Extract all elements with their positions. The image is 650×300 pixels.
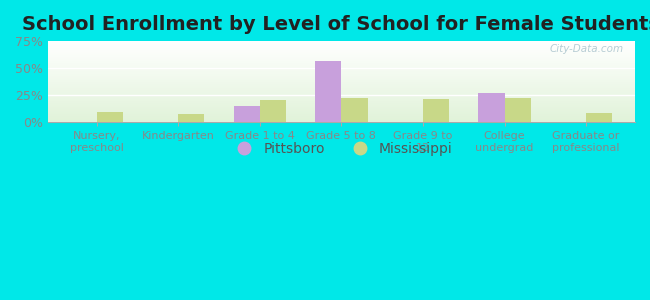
Bar — [48, 46, 635, 47]
Bar — [178, 114, 205, 122]
Bar — [48, 99, 635, 100]
Bar — [504, 98, 530, 122]
Bar — [48, 100, 635, 101]
Bar — [48, 113, 635, 114]
Bar — [48, 107, 635, 108]
Bar — [48, 105, 635, 106]
Bar — [48, 112, 635, 113]
Bar — [48, 78, 635, 79]
Title: School Enrollment by Level of School for Female Students: School Enrollment by Level of School for… — [23, 15, 650, 34]
Bar — [48, 97, 635, 98]
Bar — [48, 65, 635, 66]
Bar — [48, 68, 635, 69]
Bar — [315, 61, 341, 122]
Bar — [48, 108, 635, 109]
Bar — [48, 79, 635, 80]
Bar — [48, 89, 635, 90]
Bar — [48, 117, 635, 118]
Bar — [48, 55, 635, 56]
Bar — [48, 50, 635, 51]
Bar — [48, 76, 635, 77]
Bar — [48, 52, 635, 53]
Bar — [48, 84, 635, 85]
Bar — [48, 81, 635, 82]
Bar — [48, 42, 635, 43]
Bar — [48, 103, 635, 104]
Legend: Pittsboro, Mississippi: Pittsboro, Mississippi — [224, 137, 458, 162]
Bar — [48, 67, 635, 68]
Bar — [48, 64, 635, 65]
Bar — [48, 61, 635, 62]
Bar — [586, 113, 612, 122]
Bar — [48, 58, 635, 59]
Bar — [48, 56, 635, 57]
Bar — [48, 62, 635, 63]
Bar — [48, 82, 635, 83]
Bar — [48, 48, 635, 49]
Bar — [48, 77, 635, 78]
Bar — [48, 90, 635, 91]
Bar — [48, 92, 635, 93]
Bar — [478, 93, 504, 122]
Bar — [48, 104, 635, 105]
Text: City-Data.com: City-Data.com — [549, 44, 623, 54]
Bar — [48, 85, 635, 86]
Bar — [48, 114, 635, 115]
Bar — [48, 66, 635, 67]
Bar — [48, 60, 635, 61]
Bar — [48, 74, 635, 75]
Bar — [341, 98, 367, 122]
Bar — [48, 59, 635, 60]
Bar — [48, 91, 635, 92]
Bar — [48, 110, 635, 111]
Bar — [234, 106, 260, 122]
Bar — [48, 80, 635, 81]
Bar — [48, 95, 635, 96]
Bar — [48, 53, 635, 54]
Bar — [48, 116, 635, 117]
Bar — [48, 102, 635, 103]
Bar — [48, 54, 635, 55]
Bar — [97, 112, 123, 122]
Bar — [48, 47, 635, 48]
Bar — [48, 41, 635, 42]
Bar — [48, 51, 635, 52]
Bar — [48, 86, 635, 87]
Bar — [48, 94, 635, 95]
Bar — [260, 100, 286, 122]
Bar — [48, 111, 635, 112]
Bar — [48, 96, 635, 97]
Bar — [48, 88, 635, 89]
Bar — [48, 71, 635, 72]
Bar — [48, 106, 635, 107]
Bar — [48, 120, 635, 121]
Bar — [48, 44, 635, 45]
Bar — [423, 99, 449, 122]
Bar — [48, 69, 635, 70]
Bar — [48, 75, 635, 76]
Bar — [48, 118, 635, 119]
Bar — [48, 45, 635, 46]
Bar — [48, 83, 635, 84]
Bar — [48, 98, 635, 99]
Bar — [48, 49, 635, 50]
Bar — [48, 119, 635, 120]
Bar — [48, 93, 635, 94]
Bar — [48, 115, 635, 116]
Bar — [48, 72, 635, 73]
Bar — [48, 63, 635, 64]
Bar — [48, 57, 635, 58]
Bar — [48, 70, 635, 71]
Bar — [48, 87, 635, 88]
Bar — [48, 121, 635, 122]
Bar — [48, 101, 635, 102]
